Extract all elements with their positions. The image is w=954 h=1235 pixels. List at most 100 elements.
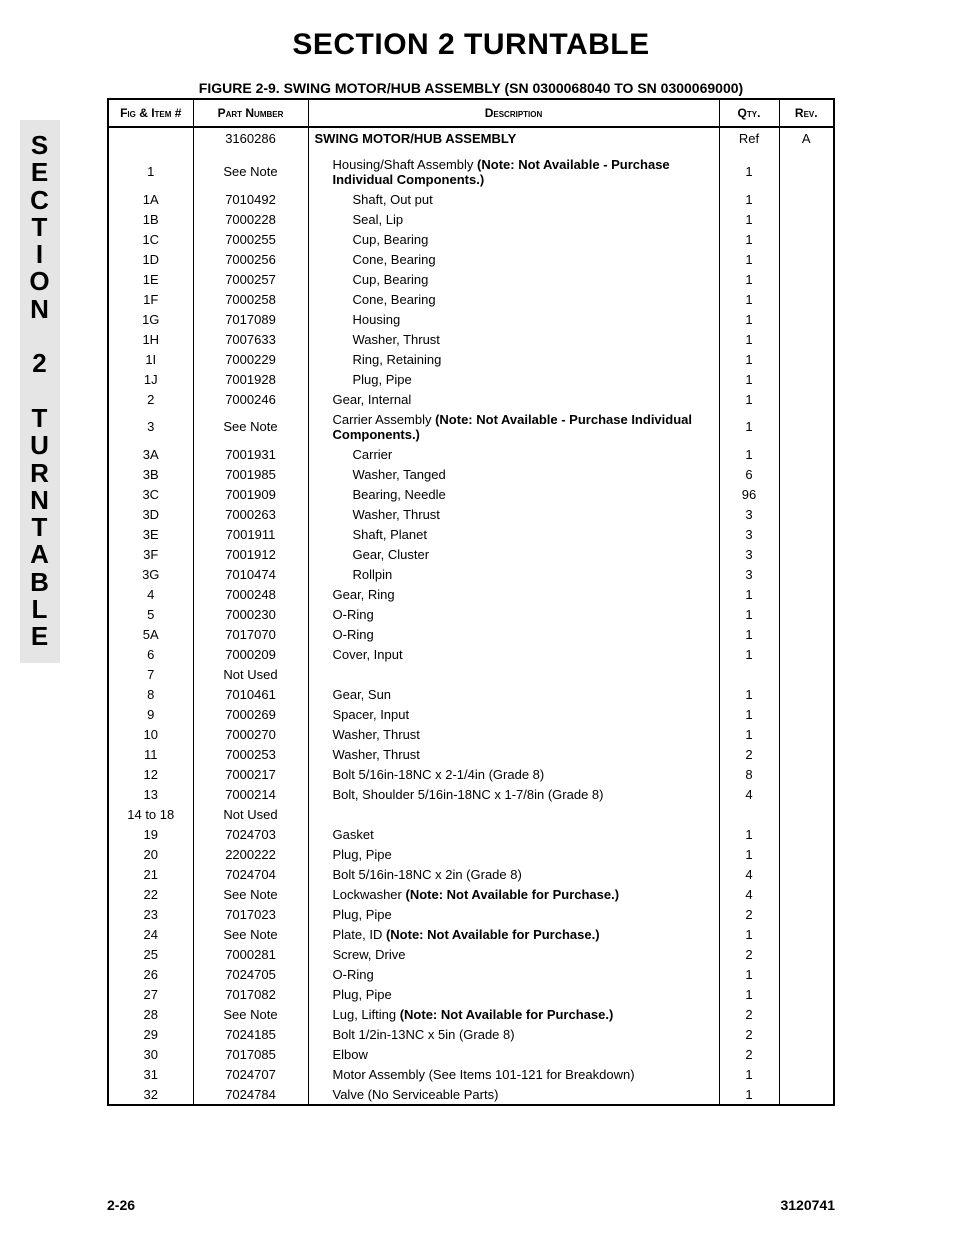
cell-part: 7000217 bbox=[193, 764, 308, 784]
cell-item: 5A bbox=[108, 624, 193, 644]
table-row: 307017085Elbow2 bbox=[108, 1044, 834, 1064]
cell-item: 32 bbox=[108, 1084, 193, 1105]
cell-rev bbox=[779, 1084, 834, 1105]
cell-qty: 1 bbox=[719, 409, 779, 444]
cell-description: Motor Assembly (See Items 101-121 for Br… bbox=[308, 1064, 719, 1084]
cell-item: 30 bbox=[108, 1044, 193, 1064]
cell-part: 7024705 bbox=[193, 964, 308, 984]
cell-qty: 2 bbox=[719, 1004, 779, 1024]
table-row: 3C7001909Bearing, Needle96 bbox=[108, 484, 834, 504]
cell-part: Not Used bbox=[193, 804, 308, 824]
cell-qty: 96 bbox=[719, 484, 779, 504]
cell-description: Carrier bbox=[308, 444, 719, 464]
header-qty: Qty. bbox=[719, 99, 779, 127]
header-desc: Description bbox=[308, 99, 719, 127]
table-row: 1I7000229Ring, Retaining1 bbox=[108, 349, 834, 369]
cell-part: 7010461 bbox=[193, 684, 308, 704]
cell-part: 7000256 bbox=[193, 249, 308, 269]
cell-part: 7001985 bbox=[193, 464, 308, 484]
cell-description: Housing bbox=[308, 309, 719, 329]
cell-description: Valve (No Serviceable Parts) bbox=[308, 1084, 719, 1105]
cell-rev bbox=[779, 624, 834, 644]
cell-part: 7000209 bbox=[193, 644, 308, 664]
table-row: 277017082Plug, Pipe1 bbox=[108, 984, 834, 1004]
cell-rev bbox=[779, 764, 834, 784]
table-row: 3G7010474Rollpin3 bbox=[108, 564, 834, 584]
cell-rev bbox=[779, 644, 834, 664]
cell-part: 7000257 bbox=[193, 269, 308, 289]
cell-qty: 1 bbox=[719, 724, 779, 744]
cell-rev bbox=[779, 209, 834, 229]
cell-item: 7 bbox=[108, 664, 193, 684]
table-row: 27000246Gear, Internal1 bbox=[108, 389, 834, 409]
cell-qty: 1 bbox=[719, 389, 779, 409]
cell-part: 7024707 bbox=[193, 1064, 308, 1084]
cell-description: Gear, Ring bbox=[308, 584, 719, 604]
cell-qty: 1 bbox=[719, 964, 779, 984]
table-row: 3D7000263Washer, Thrust3 bbox=[108, 504, 834, 524]
cell-rev bbox=[779, 664, 834, 684]
table-row: 28See NoteLug, Lifting (Note: Not Availa… bbox=[108, 1004, 834, 1024]
cell-item: 27 bbox=[108, 984, 193, 1004]
cell-description: Lockwasher (Note: Not Available for Purc… bbox=[308, 884, 719, 904]
cell-rev bbox=[779, 604, 834, 624]
cell-item: 2 bbox=[108, 389, 193, 409]
table-row: 3E7001911Shaft, Planet3 bbox=[108, 524, 834, 544]
cell-qty: 3 bbox=[719, 504, 779, 524]
cell-rev bbox=[779, 1004, 834, 1024]
cell-qty: 1 bbox=[719, 584, 779, 604]
table-row: 117000253Washer, Thrust2 bbox=[108, 744, 834, 764]
cell-rev bbox=[779, 984, 834, 1004]
cell-rev bbox=[779, 1064, 834, 1084]
cell-rev bbox=[779, 784, 834, 804]
header-rev: Rev. bbox=[779, 99, 834, 127]
cell-rev bbox=[779, 684, 834, 704]
cell-rev bbox=[779, 389, 834, 409]
cell-item: 6 bbox=[108, 644, 193, 664]
cell-rev bbox=[779, 844, 834, 864]
cell-rev bbox=[779, 369, 834, 389]
cell-rev bbox=[779, 964, 834, 984]
cell-part: 7000228 bbox=[193, 209, 308, 229]
table-row: 47000248Gear, Ring1 bbox=[108, 584, 834, 604]
table-row: 3160286SWING MOTOR/HUB ASSEMBLYRefA bbox=[108, 127, 834, 148]
cell-item: 21 bbox=[108, 864, 193, 884]
table-row: 3B7001985Washer, Tanged6 bbox=[108, 464, 834, 484]
cell-description: Screw, Drive bbox=[308, 944, 719, 964]
table-row: 1D7000256Cone, Bearing1 bbox=[108, 249, 834, 269]
table-row: 1J7001928Plug, Pipe1 bbox=[108, 369, 834, 389]
table-row: 257000281Screw, Drive2 bbox=[108, 944, 834, 964]
cell-part: See Note bbox=[193, 924, 308, 944]
cell-qty: 1 bbox=[719, 269, 779, 289]
cell-rev bbox=[779, 349, 834, 369]
cell-description: Plug, Pipe bbox=[308, 904, 719, 924]
cell-description: Washer, Thrust bbox=[308, 744, 719, 764]
cell-description: SWING MOTOR/HUB ASSEMBLY bbox=[308, 127, 719, 148]
table-row: 1H7007633Washer, Thrust1 bbox=[108, 329, 834, 349]
cell-qty: 1 bbox=[719, 704, 779, 724]
cell-description: Washer, Thrust bbox=[308, 329, 719, 349]
cell-qty: 1 bbox=[719, 644, 779, 664]
cell-part: 7000248 bbox=[193, 584, 308, 604]
cell-description: Ring, Retaining bbox=[308, 349, 719, 369]
cell-description: Bolt, Shoulder 5/16in-18NC x 1-7/8in (Gr… bbox=[308, 784, 719, 804]
cell-description: Gear, Internal bbox=[308, 389, 719, 409]
header-item: Fig & Item # bbox=[108, 99, 193, 127]
cell-qty: 1 bbox=[719, 824, 779, 844]
cell-item: 1J bbox=[108, 369, 193, 389]
cell-item: 5 bbox=[108, 604, 193, 624]
cell-part: 7001931 bbox=[193, 444, 308, 464]
cell-rev bbox=[779, 544, 834, 564]
cell-description: Cover, Input bbox=[308, 644, 719, 664]
cell-rev bbox=[779, 309, 834, 329]
cell-rev bbox=[779, 189, 834, 209]
cell-item: 20 bbox=[108, 844, 193, 864]
table-row: 1C7000255Cup, Bearing1 bbox=[108, 229, 834, 249]
cell-item: 9 bbox=[108, 704, 193, 724]
table-row: 1B7000228Seal, Lip1 bbox=[108, 209, 834, 229]
cell-item: 4 bbox=[108, 584, 193, 604]
cell-rev bbox=[779, 249, 834, 269]
section-title: SECTION 2 TURNTABLE bbox=[107, 28, 835, 62]
cell-item: 1C bbox=[108, 229, 193, 249]
cell-rev bbox=[779, 464, 834, 484]
